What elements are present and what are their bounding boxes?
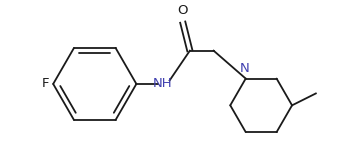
Text: NH: NH (153, 77, 172, 90)
Text: F: F (42, 77, 50, 90)
Text: N: N (240, 62, 250, 75)
Text: O: O (177, 4, 188, 17)
